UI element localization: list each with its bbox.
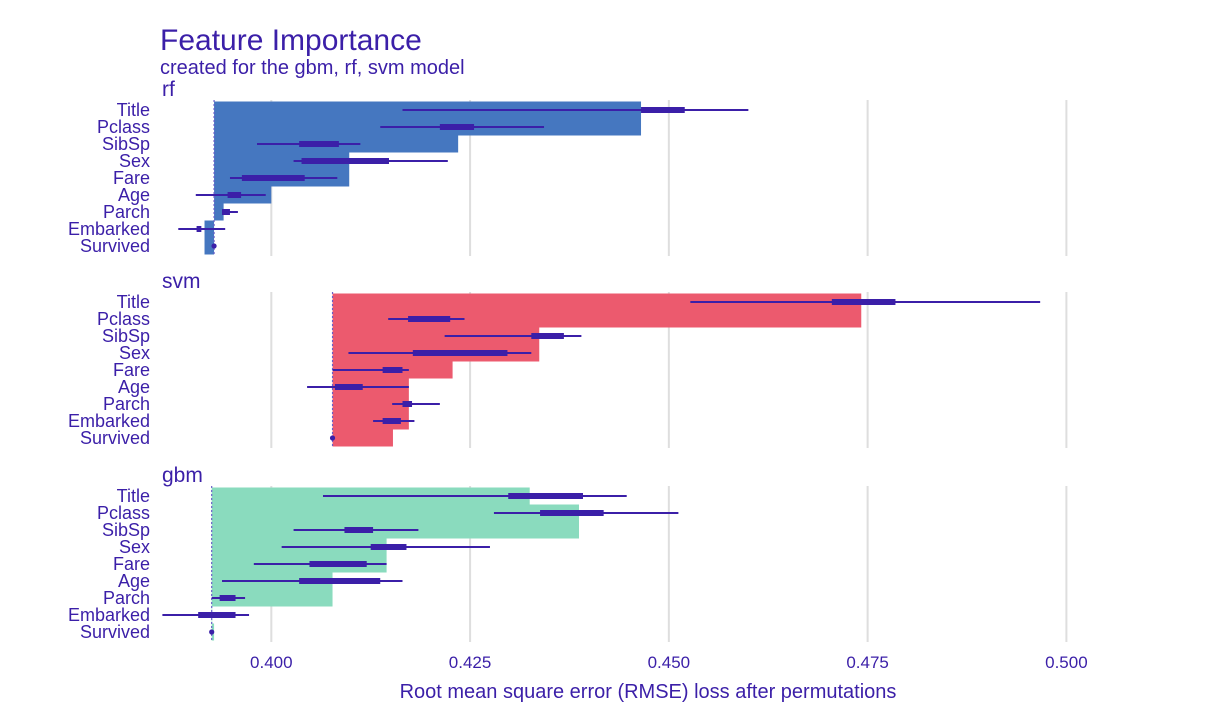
x-tick-label-1: 0.425 bbox=[449, 653, 492, 672]
y-label-rf-SibSp: SibSp bbox=[102, 134, 150, 154]
bar-svm-SibSp bbox=[332, 327, 540, 345]
bar-gbm-Parch bbox=[211, 589, 333, 607]
y-label-svm-Title: Title bbox=[117, 292, 150, 312]
bar-rf-Survived bbox=[204, 237, 215, 255]
x-axis-label: Root mean square error (RMSE) loss after… bbox=[400, 681, 897, 703]
chart-title: Feature Importance bbox=[160, 24, 422, 57]
y-label-gbm-Embarked: Embarked bbox=[68, 605, 150, 625]
point-svm-Survived bbox=[329, 435, 336, 441]
chart-subtitle: created for the gbm, rf, svm model bbox=[160, 57, 465, 79]
facet-label-svm: svm bbox=[162, 270, 201, 293]
y-label-svm-Parch: Parch bbox=[103, 394, 150, 414]
y-label-gbm-Age: Age bbox=[118, 571, 150, 591]
y-label-rf-Sex: Sex bbox=[119, 151, 150, 171]
bar-svm-Survived bbox=[332, 429, 393, 447]
bar-rf-Parch bbox=[214, 203, 224, 221]
facet-label-gbm: gbm bbox=[162, 464, 203, 487]
point-rf-Survived bbox=[211, 243, 217, 249]
x-tick-label-4: 0.500 bbox=[1045, 653, 1088, 672]
y-label-gbm-Pclass: Pclass bbox=[97, 503, 150, 523]
bar-svm-Pclass bbox=[332, 310, 862, 328]
y-label-gbm-Fare: Fare bbox=[113, 554, 150, 574]
y-label-svm-Pclass: Pclass bbox=[97, 309, 150, 329]
y-label-rf-Embarked: Embarked bbox=[68, 219, 150, 239]
x-tick-label-0: 0.400 bbox=[250, 653, 293, 672]
y-label-svm-SibSp: SibSp bbox=[102, 326, 150, 346]
facet-rf: rf TitlePclassSibSpSexFareAgeParchEmbarke… bbox=[68, 78, 1068, 256]
x-tick-label-3: 0.475 bbox=[846, 653, 889, 672]
y-label-rf-Survived: Survived bbox=[80, 236, 150, 256]
bar-svm-Embarked bbox=[332, 412, 409, 430]
y-label-gbm-Survived: Survived bbox=[80, 622, 150, 642]
y-label-rf-Parch: Parch bbox=[103, 202, 150, 222]
y-label-svm-Survived: Survived bbox=[80, 428, 150, 448]
y-label-rf-Pclass: Pclass bbox=[97, 117, 150, 137]
bar-rf-Sex bbox=[214, 152, 350, 170]
bar-svm-Parch bbox=[332, 395, 409, 413]
y-label-svm-Fare: Fare bbox=[113, 360, 150, 380]
facet-svm: svm TitlePclassSibSpSexFareAgeParchEmbark… bbox=[68, 270, 1068, 448]
facet-panels: rfTitlePclassSibSpSexFareAgeParchEmbarke… bbox=[68, 78, 1068, 642]
y-label-svm-Embarked: Embarked bbox=[68, 411, 150, 431]
y-label-rf-Fare: Fare bbox=[113, 168, 150, 188]
bar-svm-Title bbox=[332, 293, 862, 311]
y-label-svm-Sex: Sex bbox=[119, 343, 150, 363]
y-label-gbm-Parch: Parch bbox=[103, 588, 150, 608]
point-gbm-Survived bbox=[209, 629, 215, 635]
x-axis: 0.400 0.425 0.450 0.475 0.500 bbox=[250, 653, 1088, 672]
y-label-gbm-Title: Title bbox=[117, 486, 150, 506]
y-label-gbm-SibSp: SibSp bbox=[102, 520, 150, 540]
y-label-svm-Age: Age bbox=[118, 377, 150, 397]
y-label-rf-Age: Age bbox=[118, 185, 150, 205]
y-label-gbm-Sex: Sex bbox=[119, 537, 150, 557]
y-label-rf-Title: Title bbox=[117, 100, 150, 120]
facet-gbm: gbm TitlePclassSibSpSexFareAgeParchEmbark… bbox=[68, 464, 1068, 642]
facet-label-rf: rf bbox=[162, 78, 175, 101]
x-tick-label-2: 0.450 bbox=[648, 653, 691, 672]
bar-gbm-Pclass bbox=[211, 504, 580, 522]
